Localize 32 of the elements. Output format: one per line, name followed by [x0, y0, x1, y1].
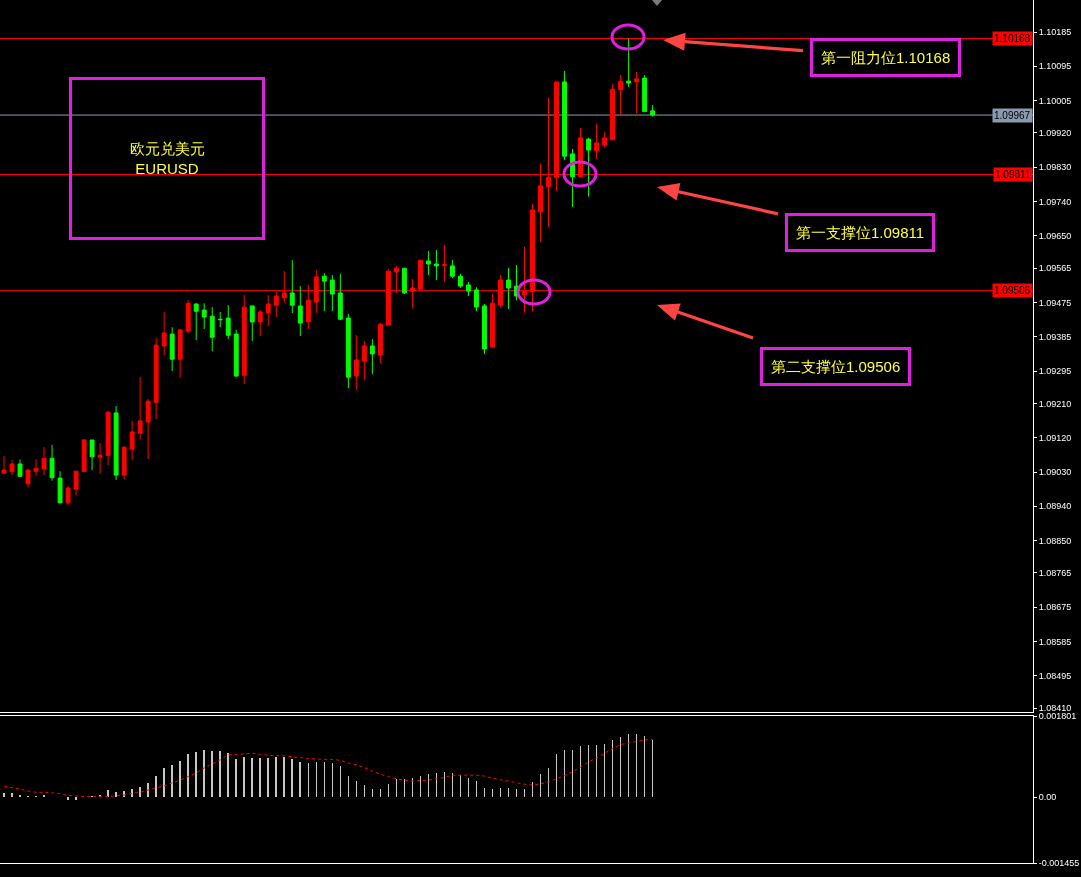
- y-tick-label: 1.09295: [1038, 366, 1072, 377]
- y-tick-label: 1.08495: [1038, 670, 1072, 681]
- y-tick-label: 1.10095: [1038, 61, 1072, 72]
- annotation: 欧元兑美元 EURUSD: [129, 140, 205, 177]
- ref-line-label: 1.10168: [994, 33, 1031, 44]
- y-tick-label: 1.09030: [1038, 467, 1072, 478]
- y-tick-label: 0.001801: [1038, 711, 1077, 722]
- y-tick-label: 1.08940: [1038, 501, 1072, 512]
- y-tick-label: 0.00: [1038, 792, 1057, 803]
- y-tick-label: 1.08765: [1038, 568, 1072, 579]
- y-tick-label: 1.08675: [1038, 602, 1072, 613]
- y-tick-label: 1.08410: [1038, 703, 1072, 714]
- y-tick-label: 1.09920: [1038, 128, 1072, 139]
- ref-line-label: 1.09506: [994, 285, 1031, 296]
- y-tick-label: 1.09650: [1038, 230, 1072, 241]
- y-tick-label: 1.08585: [1038, 636, 1072, 647]
- y-tick-label: -0.001455: [1038, 858, 1080, 869]
- y-tick-label: 1.09385: [1038, 331, 1072, 342]
- y-tick-label: 1.09120: [1038, 432, 1072, 443]
- y-tick-label: 1.10005: [1038, 95, 1072, 106]
- y-tick-label: 1.09565: [1038, 263, 1072, 274]
- y-tick-label: 1.09830: [1038, 162, 1072, 173]
- y-tick-label: 1.09740: [1038, 196, 1072, 207]
- y-tick-label: 1.08850: [1038, 535, 1072, 546]
- ref-line-label: 1.09811: [995, 169, 1031, 180]
- y-tick-label: 1.10185: [1038, 27, 1072, 38]
- annotation: 第一阻力位1.10168: [821, 49, 951, 66]
- annotation: 第二支撑位1.09506: [771, 358, 901, 375]
- y-tick-label: 1.09475: [1038, 297, 1072, 308]
- ref-line-label: 1.09967: [994, 110, 1031, 121]
- annotation: 第一支撑位1.09811: [796, 224, 925, 241]
- y-tick-label: 1.09210: [1038, 398, 1072, 409]
